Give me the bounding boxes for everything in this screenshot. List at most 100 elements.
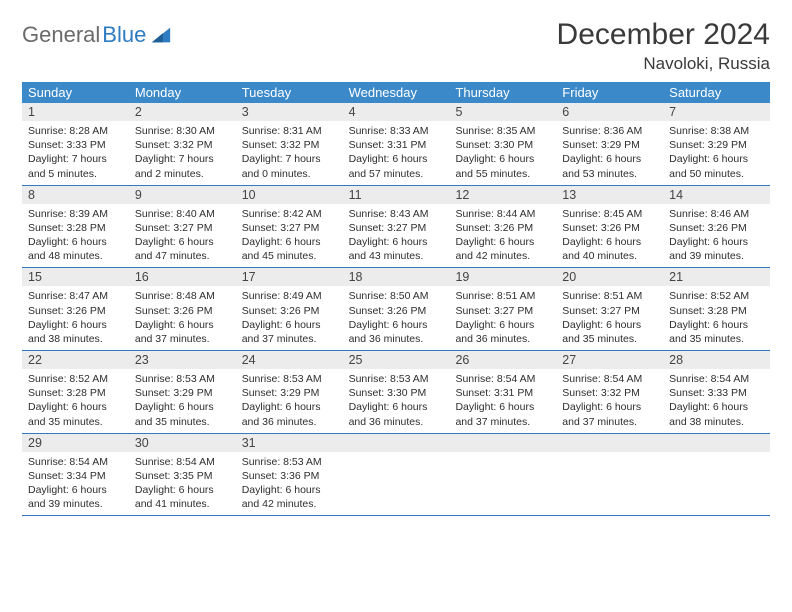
sunset-text: Sunset: 3:26 PM bbox=[349, 304, 444, 318]
sunrise-text: Sunrise: 8:44 AM bbox=[455, 207, 550, 221]
day-cell: 30Sunrise: 8:54 AMSunset: 3:35 PMDayligh… bbox=[129, 434, 236, 516]
day-number: 19 bbox=[449, 268, 556, 286]
day-number bbox=[663, 434, 770, 452]
day-body: Sunrise: 8:36 AMSunset: 3:29 PMDaylight:… bbox=[556, 121, 663, 181]
sunrise-text: Sunrise: 8:54 AM bbox=[669, 372, 764, 386]
sunset-text: Sunset: 3:26 PM bbox=[455, 221, 550, 235]
day-number: 27 bbox=[556, 351, 663, 369]
sunset-text: Sunset: 3:31 PM bbox=[455, 386, 550, 400]
day-cell: 27Sunrise: 8:54 AMSunset: 3:32 PMDayligh… bbox=[556, 351, 663, 433]
sunrise-text: Sunrise: 8:51 AM bbox=[562, 289, 657, 303]
sunset-text: Sunset: 3:26 PM bbox=[562, 221, 657, 235]
daylight-text: Daylight: 6 hours and 36 minutes. bbox=[242, 400, 337, 428]
daylight-text: Daylight: 6 hours and 37 minutes. bbox=[455, 400, 550, 428]
day-number: 14 bbox=[663, 186, 770, 204]
sunset-text: Sunset: 3:26 PM bbox=[135, 304, 230, 318]
day-body: Sunrise: 8:45 AMSunset: 3:26 PMDaylight:… bbox=[556, 204, 663, 264]
day-number: 21 bbox=[663, 268, 770, 286]
title-block: December 2024 Navoloki, Russia bbox=[557, 18, 770, 74]
daylight-text: Daylight: 6 hours and 39 minutes. bbox=[28, 483, 123, 511]
daylight-text: Daylight: 6 hours and 42 minutes. bbox=[455, 235, 550, 263]
weeks-container: 1Sunrise: 8:28 AMSunset: 3:33 PMDaylight… bbox=[22, 103, 770, 516]
day-cell: 2Sunrise: 8:30 AMSunset: 3:32 PMDaylight… bbox=[129, 103, 236, 185]
day-cell: 9Sunrise: 8:40 AMSunset: 3:27 PMDaylight… bbox=[129, 186, 236, 268]
sunrise-text: Sunrise: 8:53 AM bbox=[242, 372, 337, 386]
day-number bbox=[556, 434, 663, 452]
daylight-text: Daylight: 6 hours and 47 minutes. bbox=[135, 235, 230, 263]
day-cell: 16Sunrise: 8:48 AMSunset: 3:26 PMDayligh… bbox=[129, 268, 236, 350]
logo: GeneralBlue bbox=[22, 18, 172, 46]
day-body: Sunrise: 8:28 AMSunset: 3:33 PMDaylight:… bbox=[22, 121, 129, 181]
daylight-text: Daylight: 6 hours and 38 minutes. bbox=[28, 318, 123, 346]
day-number: 18 bbox=[343, 268, 450, 286]
day-cell: 22Sunrise: 8:52 AMSunset: 3:28 PMDayligh… bbox=[22, 351, 129, 433]
day-number: 7 bbox=[663, 103, 770, 121]
daylight-text: Daylight: 6 hours and 35 minutes. bbox=[669, 318, 764, 346]
day-cell: 25Sunrise: 8:53 AMSunset: 3:30 PMDayligh… bbox=[343, 351, 450, 433]
day-cell: 10Sunrise: 8:42 AMSunset: 3:27 PMDayligh… bbox=[236, 186, 343, 268]
day-number: 26 bbox=[449, 351, 556, 369]
sunrise-text: Sunrise: 8:54 AM bbox=[455, 372, 550, 386]
day-number: 23 bbox=[129, 351, 236, 369]
week-row: 15Sunrise: 8:47 AMSunset: 3:26 PMDayligh… bbox=[22, 268, 770, 351]
day-header-row: SundayMondayTuesdayWednesdayThursdayFrid… bbox=[22, 82, 770, 103]
day-header: Saturday bbox=[663, 82, 770, 103]
day-header: Tuesday bbox=[236, 82, 343, 103]
daylight-text: Daylight: 6 hours and 38 minutes. bbox=[669, 400, 764, 428]
daylight-text: Daylight: 7 hours and 2 minutes. bbox=[135, 152, 230, 180]
day-cell: 23Sunrise: 8:53 AMSunset: 3:29 PMDayligh… bbox=[129, 351, 236, 433]
day-cell: 21Sunrise: 8:52 AMSunset: 3:28 PMDayligh… bbox=[663, 268, 770, 350]
day-header: Monday bbox=[129, 82, 236, 103]
day-body: Sunrise: 8:43 AMSunset: 3:27 PMDaylight:… bbox=[343, 204, 450, 264]
day-number: 3 bbox=[236, 103, 343, 121]
sunrise-text: Sunrise: 8:52 AM bbox=[669, 289, 764, 303]
day-body: Sunrise: 8:44 AMSunset: 3:26 PMDaylight:… bbox=[449, 204, 556, 264]
daylight-text: Daylight: 6 hours and 55 minutes. bbox=[455, 152, 550, 180]
day-cell: 14Sunrise: 8:46 AMSunset: 3:26 PMDayligh… bbox=[663, 186, 770, 268]
day-number: 31 bbox=[236, 434, 343, 452]
day-header: Friday bbox=[556, 82, 663, 103]
sunset-text: Sunset: 3:31 PM bbox=[349, 138, 444, 152]
day-body: Sunrise: 8:31 AMSunset: 3:32 PMDaylight:… bbox=[236, 121, 343, 181]
sunrise-text: Sunrise: 8:38 AM bbox=[669, 124, 764, 138]
day-number: 30 bbox=[129, 434, 236, 452]
day-body: Sunrise: 8:30 AMSunset: 3:32 PMDaylight:… bbox=[129, 121, 236, 181]
day-cell: 15Sunrise: 8:47 AMSunset: 3:26 PMDayligh… bbox=[22, 268, 129, 350]
sunrise-text: Sunrise: 8:45 AM bbox=[562, 207, 657, 221]
sunset-text: Sunset: 3:30 PM bbox=[349, 386, 444, 400]
day-number: 1 bbox=[22, 103, 129, 121]
sunrise-text: Sunrise: 8:51 AM bbox=[455, 289, 550, 303]
day-body: Sunrise: 8:46 AMSunset: 3:26 PMDaylight:… bbox=[663, 204, 770, 264]
day-cell: 20Sunrise: 8:51 AMSunset: 3:27 PMDayligh… bbox=[556, 268, 663, 350]
sunset-text: Sunset: 3:28 PM bbox=[669, 304, 764, 318]
sunrise-text: Sunrise: 8:30 AM bbox=[135, 124, 230, 138]
month-title: December 2024 bbox=[557, 18, 770, 52]
sunrise-text: Sunrise: 8:42 AM bbox=[242, 207, 337, 221]
sunset-text: Sunset: 3:35 PM bbox=[135, 469, 230, 483]
logo-text-blue: Blue bbox=[102, 24, 146, 46]
daylight-text: Daylight: 6 hours and 53 minutes. bbox=[562, 152, 657, 180]
sunrise-text: Sunrise: 8:49 AM bbox=[242, 289, 337, 303]
sunrise-text: Sunrise: 8:52 AM bbox=[28, 372, 123, 386]
week-row: 8Sunrise: 8:39 AMSunset: 3:28 PMDaylight… bbox=[22, 186, 770, 269]
sunset-text: Sunset: 3:26 PM bbox=[28, 304, 123, 318]
empty-day-cell bbox=[663, 434, 770, 516]
daylight-text: Daylight: 6 hours and 57 minutes. bbox=[349, 152, 444, 180]
day-header: Thursday bbox=[449, 82, 556, 103]
week-row: 29Sunrise: 8:54 AMSunset: 3:34 PMDayligh… bbox=[22, 434, 770, 517]
empty-day-cell bbox=[343, 434, 450, 516]
header: GeneralBlue December 2024 Navoloki, Russ… bbox=[22, 18, 770, 74]
daylight-text: Daylight: 6 hours and 40 minutes. bbox=[562, 235, 657, 263]
day-body: Sunrise: 8:52 AMSunset: 3:28 PMDaylight:… bbox=[663, 286, 770, 346]
day-cell: 8Sunrise: 8:39 AMSunset: 3:28 PMDaylight… bbox=[22, 186, 129, 268]
day-cell: 1Sunrise: 8:28 AMSunset: 3:33 PMDaylight… bbox=[22, 103, 129, 185]
day-body: Sunrise: 8:53 AMSunset: 3:30 PMDaylight:… bbox=[343, 369, 450, 429]
daylight-text: Daylight: 6 hours and 35 minutes. bbox=[562, 318, 657, 346]
daylight-text: Daylight: 6 hours and 43 minutes. bbox=[349, 235, 444, 263]
day-number: 22 bbox=[22, 351, 129, 369]
sunrise-text: Sunrise: 8:39 AM bbox=[28, 207, 123, 221]
logo-triangle-icon bbox=[150, 24, 172, 46]
day-cell: 7Sunrise: 8:38 AMSunset: 3:29 PMDaylight… bbox=[663, 103, 770, 185]
daylight-text: Daylight: 6 hours and 36 minutes. bbox=[349, 400, 444, 428]
day-cell: 6Sunrise: 8:36 AMSunset: 3:29 PMDaylight… bbox=[556, 103, 663, 185]
